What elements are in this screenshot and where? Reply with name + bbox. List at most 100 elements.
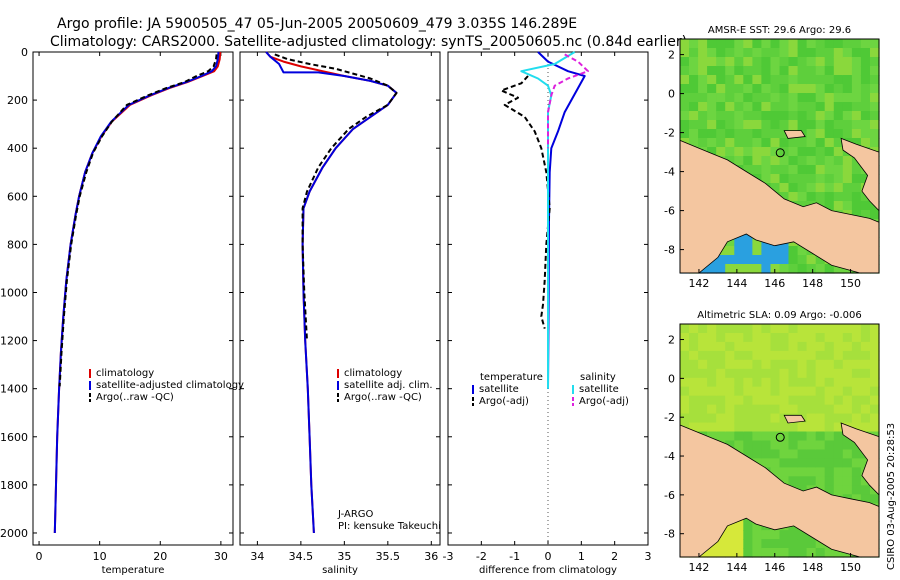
map-cell [788, 324, 799, 334]
map-cell [779, 102, 790, 112]
map-cell [743, 156, 753, 166]
map-cell [806, 324, 817, 334]
map-cell [842, 75, 853, 85]
map-cell [734, 66, 744, 76]
map-cell [860, 395, 871, 406]
map-cell [870, 404, 880, 415]
map-cell [797, 39, 808, 49]
map-cell [860, 174, 871, 184]
map-cell [815, 129, 826, 139]
map-cell [824, 192, 835, 202]
map-cell [842, 120, 853, 130]
map-cell [689, 102, 699, 112]
map-cell [797, 138, 808, 148]
map-cell [797, 111, 808, 121]
map-cell [833, 413, 844, 424]
map-cell [707, 359, 717, 370]
map-cell [806, 449, 817, 460]
timestamp-label: CSIRO 03-Aug-2005 20:28:53 [886, 423, 897, 570]
map-cell [707, 120, 717, 130]
map-cell [797, 449, 808, 460]
map-cell [833, 333, 844, 343]
map-cell [788, 264, 799, 274]
map-cell [860, 48, 871, 58]
series-line [265, 51, 398, 534]
map-cell [833, 449, 844, 460]
map-cell [770, 431, 781, 442]
map-cell [680, 413, 690, 424]
map-cell [752, 413, 762, 424]
map-cell [815, 386, 826, 397]
map-cell [770, 449, 781, 460]
note-pi: PI: kensuke Takeuchi [338, 521, 441, 532]
y-tick-label: 1800 [0, 479, 28, 492]
map-cell [788, 75, 799, 85]
map-cell [842, 386, 853, 397]
map-cell [842, 440, 853, 451]
map-cell [689, 93, 699, 103]
map-cell [752, 341, 762, 352]
map-cell [734, 377, 744, 388]
map-cell [734, 341, 744, 352]
map-cell [770, 539, 781, 549]
map-cell [860, 192, 871, 202]
map-cell [680, 386, 690, 397]
map-cell [779, 359, 790, 370]
map-cell [761, 395, 771, 406]
map-cell [815, 341, 826, 352]
map-cell [851, 48, 862, 58]
map-cell [752, 84, 762, 94]
map-cell [797, 264, 808, 274]
legend-label: satellite adj. clim. [344, 380, 433, 391]
map-cell [725, 237, 735, 247]
legend-label: satellite-adjusted climatology [96, 380, 244, 391]
map-cell [707, 377, 717, 388]
map-cell [743, 264, 753, 274]
map-cell [824, 341, 835, 352]
map-cell [788, 333, 799, 343]
map-cell [725, 395, 735, 406]
map-cell [815, 147, 826, 157]
map-cell [870, 102, 880, 112]
map-cell [860, 333, 871, 343]
map-cell [770, 48, 781, 58]
map-cell [860, 39, 871, 49]
map-cell [725, 246, 735, 256]
map-cell [824, 431, 835, 442]
map-cell [851, 192, 862, 202]
map-cell [806, 350, 817, 361]
map-cell [752, 386, 762, 397]
map-cell [752, 237, 762, 247]
map-cell [770, 548, 781, 558]
map-cell [815, 183, 826, 193]
map-cell [788, 476, 799, 486]
map-cell [815, 264, 826, 274]
map-cell [815, 440, 826, 451]
map-cell [707, 386, 717, 397]
map-cell [851, 458, 862, 468]
map-cell [788, 174, 799, 184]
map-cell [761, 359, 771, 370]
map-cell [707, 102, 717, 112]
x-axis-label: temperature [102, 565, 165, 576]
map-cell [833, 341, 844, 352]
map-cell [824, 75, 835, 85]
map-cell [689, 324, 699, 334]
land-new-britain [840, 137, 880, 212]
x-tick-label: 34.5 [289, 550, 314, 563]
map-cell [734, 264, 744, 274]
map-cell [797, 467, 808, 477]
map-cell [860, 359, 871, 370]
map-cell [752, 539, 762, 549]
map-cell [716, 368, 726, 379]
map-cell [779, 156, 790, 166]
map-cell [761, 48, 771, 58]
map-cell [689, 120, 699, 130]
map-cell [779, 422, 790, 433]
map-cell [734, 129, 744, 139]
map-cell [788, 84, 799, 94]
map-cell [707, 84, 717, 94]
map-cell [698, 422, 708, 433]
map-cell [743, 530, 753, 540]
series-line [500, 75, 551, 329]
